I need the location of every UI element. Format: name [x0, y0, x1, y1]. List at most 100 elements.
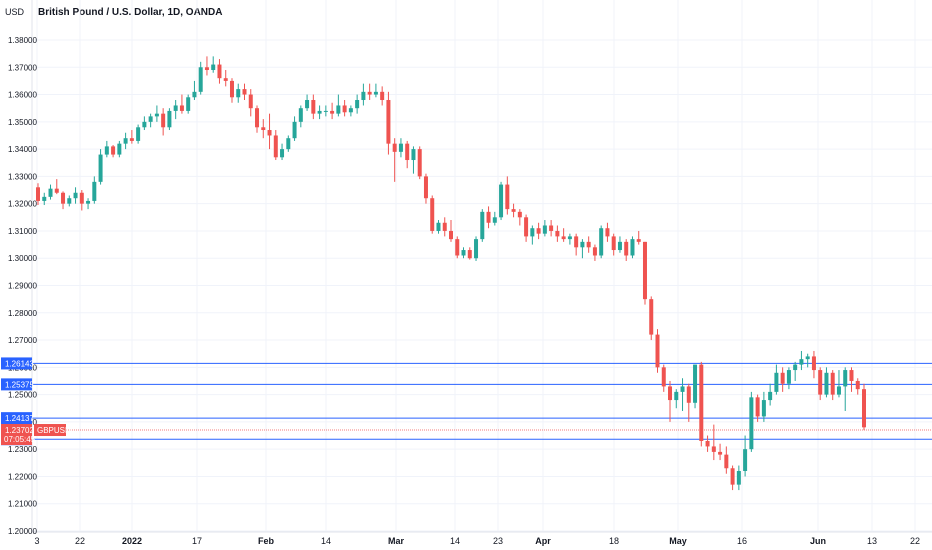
candle-body	[617, 241, 622, 251]
candle-body	[148, 116, 153, 122]
y-tick-label: 1.32000	[8, 200, 37, 209]
x-tick-label: 23	[493, 536, 503, 546]
x-tick-label: 16	[737, 536, 747, 546]
candle-body	[530, 228, 535, 237]
candle-body	[455, 239, 460, 256]
candle-body	[492, 217, 497, 223]
candle-body	[743, 449, 748, 471]
candle-body	[818, 370, 823, 395]
candle-body	[843, 370, 848, 387]
candle-body	[436, 222, 441, 231]
x-tick-label: 22	[75, 536, 85, 546]
y-tick-label: 1.28000	[8, 309, 37, 318]
y-tick-label: 1.33000	[8, 172, 37, 181]
candle-body	[830, 372, 835, 395]
candles	[36, 56, 866, 491]
candle-body	[98, 154, 103, 182]
x-tick-label: Jun	[810, 536, 826, 546]
candle-body	[774, 372, 779, 392]
candle-body	[811, 356, 816, 371]
candle-body	[311, 100, 316, 114]
candle-body	[236, 89, 241, 98]
x-tick-label: Mar	[388, 536, 405, 546]
x-tick-label: 22	[910, 536, 920, 546]
chart-title: British Pound / U.S. Dollar, 1D, OANDA	[38, 7, 223, 18]
candle-body	[336, 105, 341, 114]
y-tick-label: 1.34000	[8, 145, 37, 154]
candle-body	[630, 239, 635, 256]
candle-body	[693, 364, 698, 403]
candle-body	[699, 364, 704, 441]
candle-body	[61, 192, 66, 204]
candle-body	[636, 239, 641, 242]
x-tick-label: Feb	[258, 536, 275, 546]
candle-body	[111, 146, 116, 155]
candle-body	[411, 149, 416, 161]
candle-body	[836, 386, 841, 395]
grid	[32, 0, 932, 532]
level-tag-label: 1.26143	[5, 359, 34, 368]
level-tag	[1, 378, 32, 391]
candle-body	[423, 176, 428, 199]
candle-body	[686, 386, 691, 403]
candle-body	[92, 181, 97, 201]
candle-body	[586, 241, 591, 248]
candle-body	[574, 236, 579, 248]
current-price-tag	[1, 424, 32, 446]
candle-body	[36, 187, 40, 201]
candle-body	[267, 130, 272, 136]
candle-body	[711, 446, 716, 452]
candle-body	[198, 67, 203, 92]
candle-body	[680, 386, 685, 392]
candle-body	[255, 108, 260, 128]
candle-body	[668, 386, 673, 401]
y-tick-label: 1.23000	[8, 445, 37, 454]
candle-body	[442, 222, 447, 231]
candle-body	[718, 451, 723, 455]
y-tick-label: 1.22000	[8, 472, 37, 481]
candle-body	[42, 196, 47, 201]
current-price-label: 1.23702	[5, 426, 34, 435]
candle-body	[192, 91, 197, 98]
candle-body	[824, 372, 829, 395]
candle-body	[793, 364, 798, 371]
y-tick-label: 1.35000	[8, 118, 37, 127]
candle-body	[136, 127, 141, 141]
candle-body	[799, 359, 804, 365]
candle-body	[48, 188, 53, 197]
candle-body	[86, 200, 91, 204]
candle-body	[248, 94, 253, 109]
y-tick-label: 1.21000	[8, 500, 37, 509]
candle-body	[305, 100, 310, 109]
y-tick-label: 1.27000	[8, 336, 37, 345]
candle-body	[749, 397, 754, 450]
candle-body	[755, 397, 760, 417]
candle-body	[161, 113, 166, 128]
y-axis-ticks: 1.38000 1.37000 1.36000 1.35000 1.34000 1.330…	[8, 36, 37, 536]
candle-body	[580, 241, 585, 248]
candle-body	[567, 236, 572, 240]
candle-body	[211, 64, 216, 71]
candle-body	[542, 225, 547, 234]
y-tick-label: 1.25000	[8, 391, 37, 400]
candle-body	[204, 67, 209, 71]
candle-body	[655, 334, 660, 368]
candle-body	[398, 143, 403, 152]
candle-body	[405, 143, 410, 161]
candle-body	[386, 100, 391, 144]
candle-body	[54, 188, 59, 193]
candle-body	[104, 146, 109, 155]
candle-body	[79, 192, 84, 204]
candle-body	[862, 389, 866, 428]
x-tick-label: 14	[450, 536, 460, 546]
candle-body	[467, 250, 472, 259]
candle-body	[286, 138, 291, 150]
x-tick-label: 13	[867, 536, 877, 546]
candle-body	[342, 105, 347, 113]
candle-body	[449, 230, 453, 240]
candle-body	[524, 217, 529, 237]
candle-body	[392, 143, 397, 152]
candle-body	[499, 184, 504, 218]
horizontal-levels	[32, 362, 932, 440]
